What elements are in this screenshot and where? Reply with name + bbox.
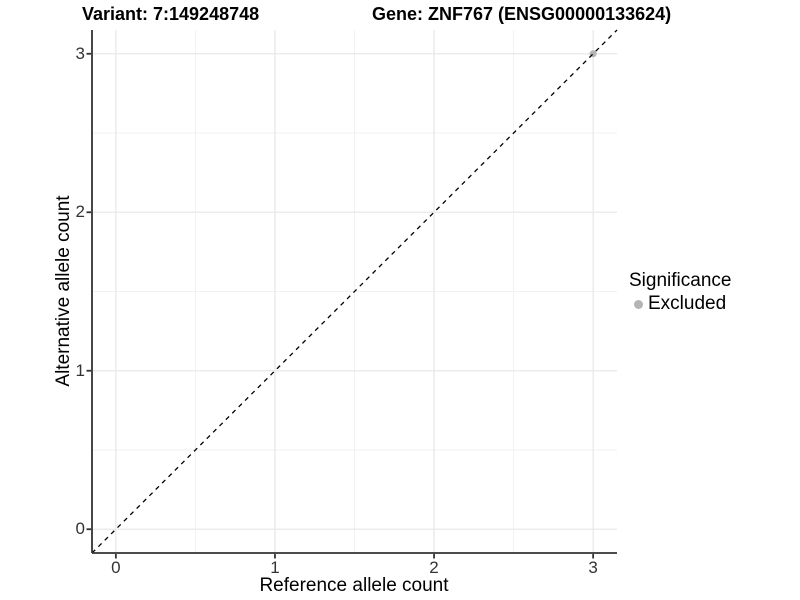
variant-title: Variant: 7:149248748 (82, 4, 260, 24)
excluded-point-icon (634, 299, 643, 309)
legend-item-excluded: Excluded (629, 293, 731, 315)
legend-title: Significance (629, 270, 732, 291)
legend: Significance Excluded (629, 270, 731, 315)
gene-title: Gene: ZNF767 (ENSG00000133624) (372, 4, 672, 24)
x-axis-title: Reference allele count (259, 575, 449, 596)
legend-item-label: Excluded (648, 293, 727, 314)
y-axis-title: Alternative allele count (53, 195, 74, 387)
identity-line (91, 29, 618, 554)
